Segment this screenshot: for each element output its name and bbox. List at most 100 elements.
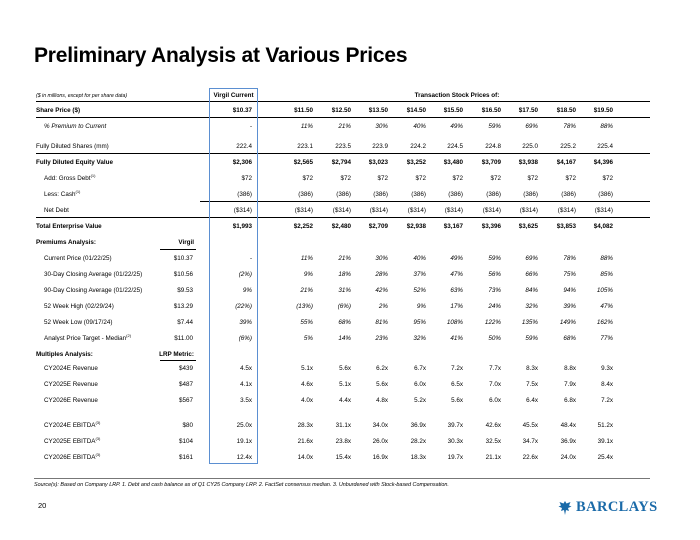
table-row: Add: Gross Debt(1) $72 $72 $72 $72 $72 $72 $72 $… [0,173,700,185]
row-label: Current Price (01/22/25) [44,255,112,262]
price-column-value: 51.2x [597,422,613,429]
price-column-value: 69% [525,123,538,130]
price-column-value: 21.1x [485,454,501,461]
price-column-value: ($314) [519,207,538,214]
virgil-value: (22%) [235,303,252,310]
price-column-value: $3,709 [481,159,501,166]
table-header-row: ($ in millions, except for per share dat… [0,90,700,102]
multiple-row: CY2024E EBITDA(3) $80 25.0x 28.3x 31.1x 34.0x… [0,420,700,432]
table-row: Net Debt ($314) ($314) ($314) ($314) ($314) ($… [0,205,700,217]
page-number: 20 [38,501,47,510]
price-column-value: 5.6x [376,381,388,388]
price-column-value: $12.50 [331,107,351,114]
multiple-row: CY2025E EBITDA(3) $104 19.1x 21.6x 23.8x 26.0… [0,436,700,448]
price-column-value: 32% [413,335,426,342]
price-column-value: 47% [600,303,613,310]
price-column-value: ($314) [294,207,313,214]
price-column-value: 5.6x [451,397,463,404]
price-column-value: $2,794 [331,159,351,166]
price-column-value: 88% [600,255,613,262]
footer-divider [34,478,650,479]
table-row: Fully Diluted Equity Value $2,306 $2,565 $2… [0,157,700,169]
price-column-value: $16.50 [481,107,501,114]
price-column-value: 6.5x [451,381,463,388]
price-column-value: 40% [413,255,426,262]
multiple-row: CY2025E Revenue $487 4.1x 4.6x 5.1x 5.6x 6.0x 6… [0,379,700,391]
price-column-value: 25.4x [597,454,613,461]
price-column-value: 30% [375,255,388,262]
price-column-value: 28.2x [410,438,426,445]
price-column-value: 28.3x [297,422,313,429]
price-column-value: $19.50 [593,107,613,114]
price-column-value: 8.4x [601,381,613,388]
price-column-value: 122% [484,319,501,326]
price-column-value: 40% [413,123,426,130]
price-column-value: $2,480 [331,223,351,230]
reference-value: $161 [178,454,193,461]
price-column-value: $14.50 [406,107,426,114]
price-column-value: 108% [446,319,463,326]
price-column-value: 52% [413,287,426,294]
price-column-value: 36.9x [560,438,576,445]
price-column-value: 30.3x [447,438,463,445]
price-column-value: 77% [600,335,613,342]
price-column-value: 18.3x [410,454,426,461]
table-row: Less: Cash(1) (386) (386) (386) (386) (386) (3… [0,189,700,201]
price-column-value: 84% [525,287,538,294]
rule [36,117,650,118]
price-column-value: (386) [561,191,576,198]
price-column-value: 47% [450,271,463,278]
price-column-value: $72 [377,175,388,182]
price-column-value: 59% [525,335,538,342]
price-column-value: 2% [378,303,388,310]
virgil-value: $10.37 [232,107,252,114]
price-column-value: 66% [525,271,538,278]
virgil-value: (2%) [238,271,252,278]
row-label: CY2025E Revenue [44,381,98,388]
price-column-value: 17% [450,303,463,310]
price-column-value: 59% [488,123,501,130]
price-column-value: 6.8x [564,397,576,404]
price-column-value: 42.6x [485,422,501,429]
logo-wordmark: BARCLAYS [576,499,658,515]
price-column-value: $3,396 [481,223,501,230]
table-row: Total Enterprise Value $1,993 $2,252 $2,480… [0,221,700,233]
row-label: CY2024E EBITDA(3) [44,419,101,429]
price-column-value: 75% [563,271,576,278]
multiple-row: CY2026E Revenue $567 3.5x 4.0x 4.4x 4.8x 5.2x 5… [0,395,700,407]
premium-row: Current Price (01/22/25) $10.37 - 11% 21% 30%… [0,253,700,265]
price-column-value: $2,709 [368,223,388,230]
price-column-value: $4,167 [556,159,576,166]
footnote-marker: (1) [90,172,96,178]
price-column-value: 223.9 [372,143,388,150]
price-column-value: 68% [563,335,576,342]
price-column-value: $3,853 [556,223,576,230]
transaction-prices-header: Transaction Stock Prices of: [414,92,500,99]
price-column-value: 6.4x [526,397,538,404]
premiums-header-row: Premiums Analysis: Virgil [0,237,700,249]
reference-value: $80 [182,422,193,429]
virgil-value: 4.1x [240,381,252,388]
virgil-value: $1,993 [232,223,252,230]
row-label: CY2026E EBITDA(3) [44,451,101,461]
price-column-value: $72 [527,175,538,182]
price-column-value: 21% [300,287,313,294]
price-column-value: 68% [338,319,351,326]
price-column-value: $72 [452,175,463,182]
price-column-value: (386) [448,191,463,198]
row-label: Analyst Price Target - Median(2) [44,332,132,342]
virgil-value: 9% [242,287,252,294]
multiples-ref-header: LRP Metric: [159,351,194,358]
price-column-value: 41% [450,335,463,342]
price-column-value: ($314) [332,207,351,214]
price-column-value: ($314) [369,207,388,214]
price-column-value: 55% [300,319,313,326]
row-label: 52 Week High (02/29/24) [44,303,114,310]
price-column-value: 7.9x [564,381,576,388]
row-label: CY2025E EBITDA(3) [44,435,101,445]
premiums-heading: Premiums Analysis: [36,239,96,246]
price-column-value: $3,252 [406,159,426,166]
price-column-value: 81% [375,319,388,326]
virgil-value: 19.1x [236,438,252,445]
reference-value: $104 [178,438,193,445]
